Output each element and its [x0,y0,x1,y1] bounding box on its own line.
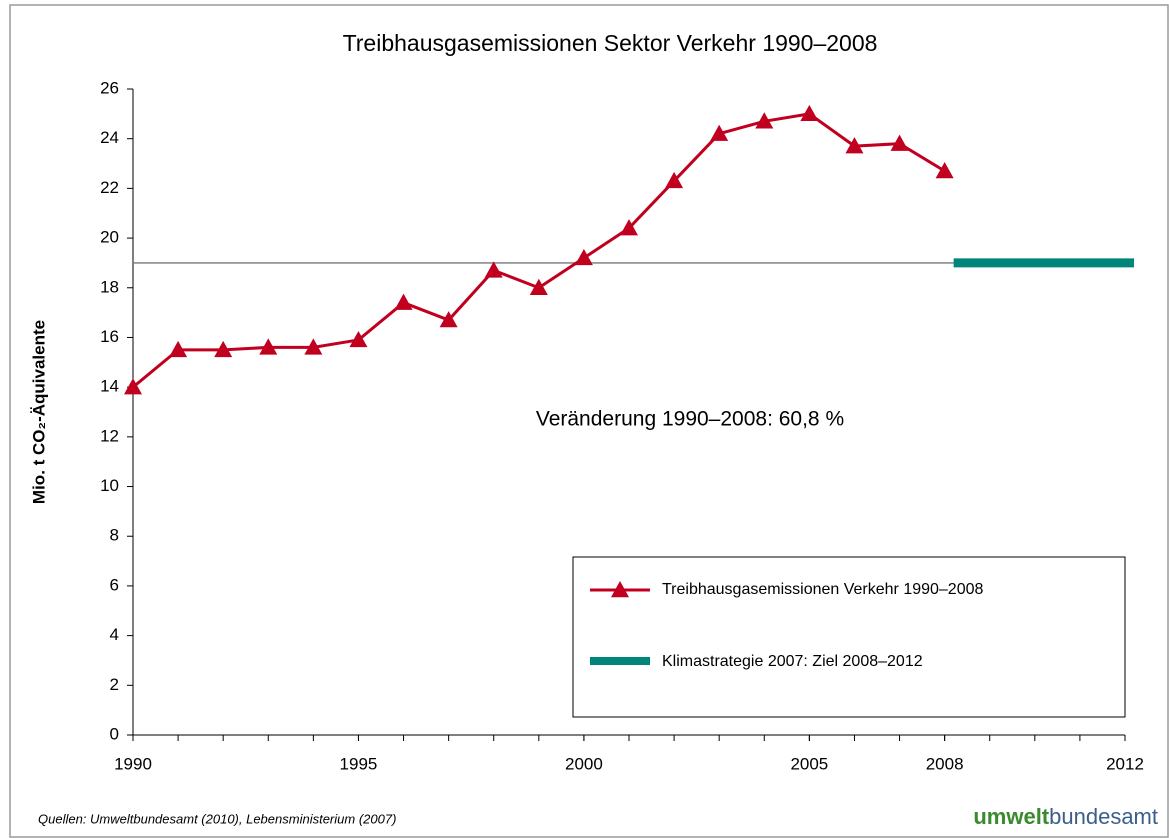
marker [710,124,729,141]
marker [304,338,323,355]
marker [620,219,638,236]
legend-label: Treibhausgasemissionen Verkehr 1990–2008 [662,581,984,598]
annotation: Veränderung 1990–2008: 60,8 % [536,408,844,431]
logo-part: umwelt [973,804,1049,829]
marker [349,330,368,348]
marker [259,338,278,355]
x-tick-label: 2000 [565,754,603,773]
marker [890,134,909,151]
marker [529,278,548,295]
y-axis-label: Mio. t CO₂-Äquivalente [29,320,48,504]
marker [484,261,503,278]
y-tick-label: 6 [110,575,119,594]
x-tick-label: 2012 [1106,754,1144,773]
x-tick-label: 1990 [114,754,152,773]
y-tick-label: 4 [110,625,119,644]
marker [169,340,188,358]
y-tick-label: 18 [100,277,119,296]
y-tick-label: 20 [100,228,119,247]
legend-box [572,556,1126,718]
legend-label: Klimastrategie 2007: Ziel 2008–2012 [662,653,923,670]
y-tick-label: 22 [100,178,119,197]
legend-swatch [611,581,629,598]
y-tick-label: 26 [100,78,119,97]
y-tick-label: 16 [100,327,119,346]
x-tick-label: 2005 [790,754,828,773]
y-tick-label: 0 [110,724,119,743]
marker [665,171,684,189]
y-tick-label: 24 [100,128,119,147]
marker [800,104,819,122]
marker [124,378,142,395]
marker [574,248,593,266]
marker [755,112,774,129]
chart-title: Treibhausgasemissionen Sektor Verkehr 19… [343,30,878,56]
marker [845,137,864,154]
x-tick-label: 2008 [926,754,964,773]
source: Quellen: Umweltbundesamt (2010), Lebensm… [38,811,396,826]
marker [935,161,954,179]
logo-part: bundesamt [1049,804,1158,829]
x-tick-label: 1995 [340,754,378,773]
logo: umweltbundesamt [973,804,1158,829]
y-tick-label: 2 [110,675,119,694]
marker [394,293,413,310]
marker [214,340,233,358]
y-tick-label: 14 [100,377,119,396]
y-tick-label: 10 [100,476,119,495]
y-tick-label: 12 [100,426,119,445]
y-tick-label: 8 [110,526,119,545]
marker [439,311,458,328]
